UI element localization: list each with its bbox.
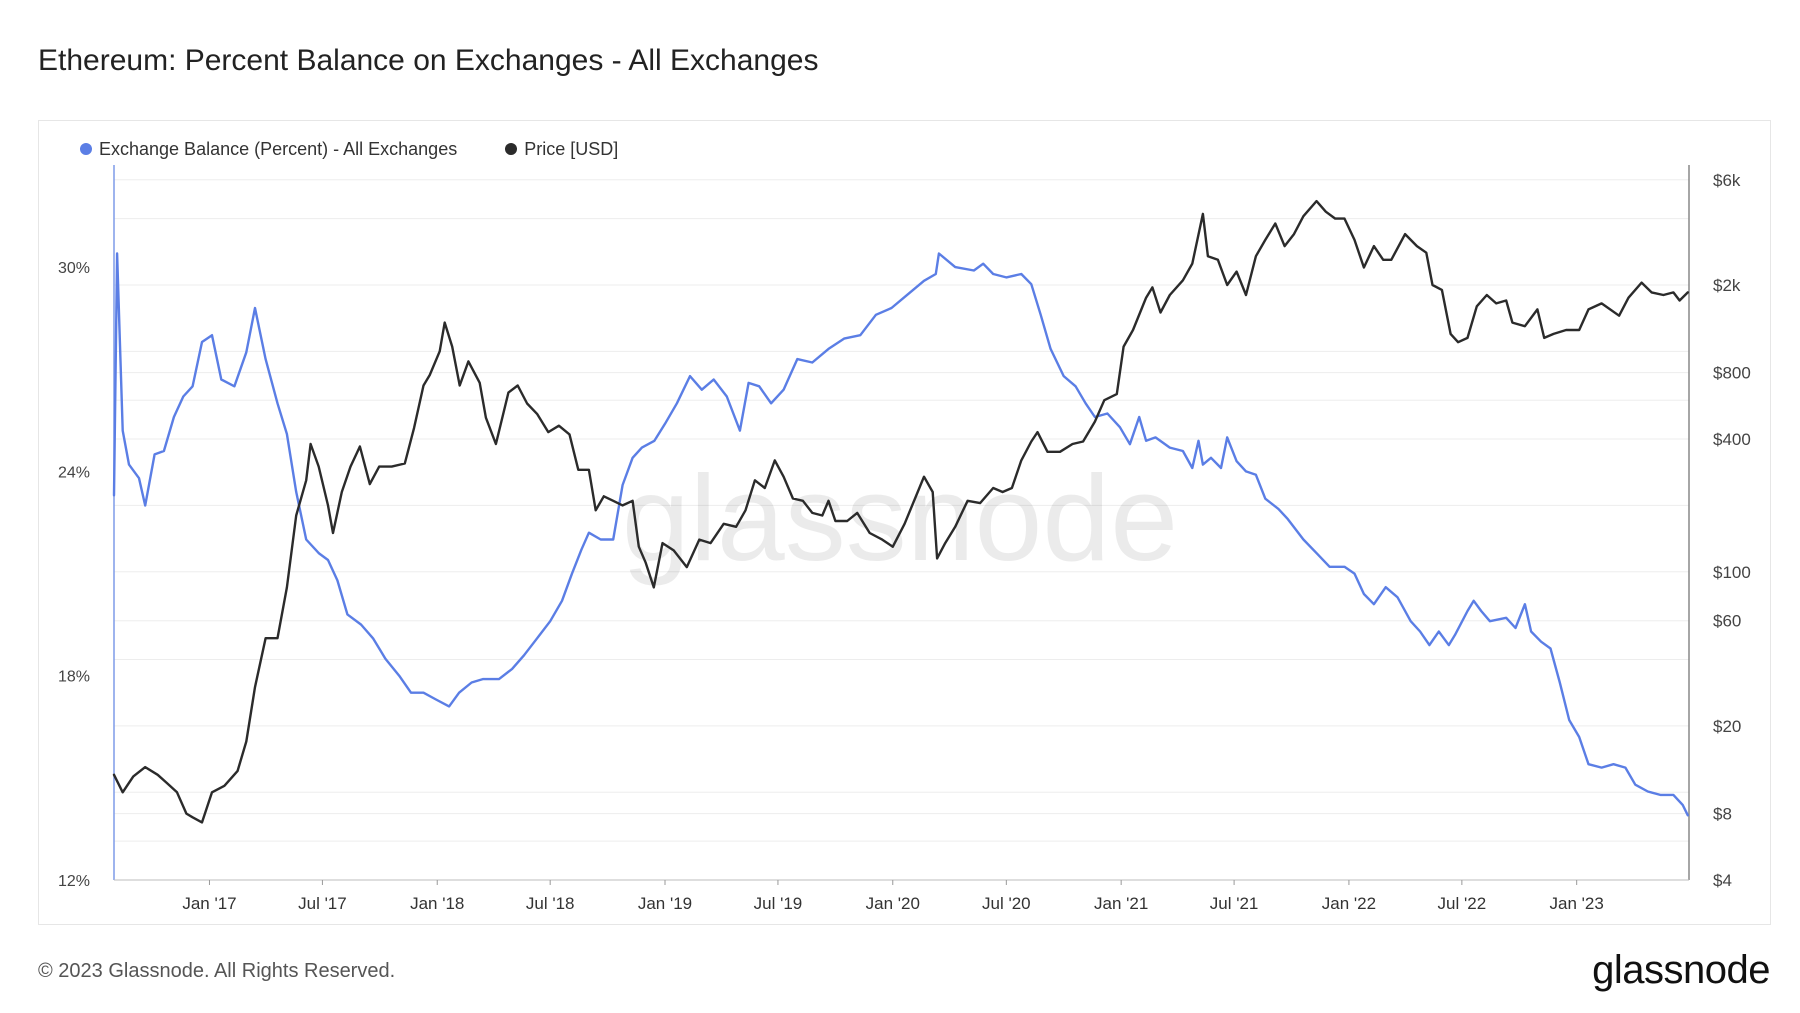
x-tick-label: Jul '17 [298,894,347,913]
x-tick-label: Jan '20 [866,894,920,913]
legend-dot-icon [80,143,92,155]
legend-label: Exchange Balance (Percent) - All Exchang… [99,138,458,159]
right-tick-label: $60 [1713,612,1741,631]
x-tick-labels: Jan '17 Jul '17 Jan '18 Jul '18 Jan '19 Jul '… [182,880,1604,913]
x-tick-label: Jan '21 [1094,894,1148,913]
right-tick-label: $100 [1713,563,1751,582]
chart-legend: Exchange Balance (Percent) - All Exchang… [80,138,618,160]
left-tick-label: 24% [58,464,90,481]
x-tick-label: Jan '23 [1550,894,1604,913]
series-line-price [112,199,1689,824]
legend-dot-icon [505,143,518,155]
x-tick-label: Jan '17 [182,894,236,913]
legend-label: Price [USD] [524,138,619,159]
left-tick-label: 30% [58,260,90,277]
left-tick-label: 12% [58,873,90,890]
x-tick-label: Jan '19 [638,894,692,913]
x-tick-label: Jul '20 [982,894,1031,913]
x-tick-label: Jan '22 [1322,894,1376,913]
right-tick-label: $800 [1713,364,1751,383]
legend-item-exchange-balance[interactable]: Exchange Balance (Percent) - All Exchang… [80,139,457,160]
left-tick-labels: 12% 18% 24% 30% [58,260,90,890]
x-tick-label: Jul '21 [1210,894,1259,913]
series-line-exchange-balance [112,252,1689,817]
chart-panel [38,120,1771,925]
footer-copyright: © 2023 Glassnode. All Rights Reserved. [38,960,396,982]
right-tick-labels: $4 $8 $20 $60 $100 $400 $800 $2k $6k [1713,171,1751,890]
right-tick-label: $2k [1713,276,1741,295]
chart-title: Ethereum: Percent Balance on Exchanges -… [38,44,819,77]
x-tick-label: Jul '19 [754,894,803,913]
legend-item-price[interactable]: Price [USD] [505,139,618,160]
left-tick-label: 18% [58,669,90,686]
x-tick-label: Jul '22 [1438,894,1487,913]
right-tick-label: $8 [1713,805,1732,824]
right-tick-label: $20 [1713,717,1741,736]
right-tick-label: $400 [1713,430,1751,449]
x-tick-label: Jan '18 [410,894,464,913]
glassnode-logo: glassnode [1592,948,1770,992]
right-tick-label: $6k [1713,171,1741,190]
watermark: glassnode [622,450,1178,586]
right-tick-label: $4 [1713,871,1732,890]
x-tick-label: Jul '18 [526,894,575,913]
